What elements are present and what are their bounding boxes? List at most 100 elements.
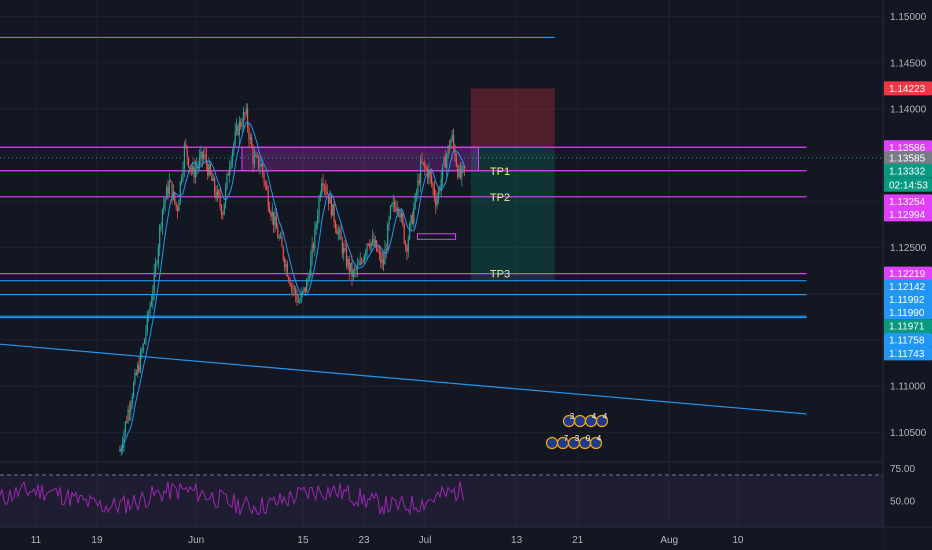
rsi-line [0, 481, 465, 516]
candle-body [167, 186, 169, 195]
candle-body [414, 194, 416, 209]
price-tag: 1.12142 [884, 279, 932, 294]
candle-body [299, 301, 301, 303]
candle-body [212, 178, 214, 181]
candle-body [351, 263, 353, 277]
rsi-pane [0, 461, 932, 528]
candle-body [395, 206, 397, 212]
event-marker[interactable]: 4 [595, 412, 609, 428]
candle-body [183, 144, 186, 169]
candle-body [182, 168, 184, 179]
event-count: 4 [597, 434, 602, 443]
candle-body [279, 237, 282, 239]
consolidation-box [416, 233, 457, 240]
price-tick-label: 1.15000 [890, 12, 927, 23]
candle-body [179, 181, 181, 202]
candle-body [355, 269, 357, 271]
candle-body [157, 247, 159, 263]
candle-body [174, 191, 176, 203]
event-marker[interactable]: 4 [589, 434, 603, 450]
candle-body [384, 249, 386, 265]
candle-body [325, 186, 327, 192]
candle-body [197, 165, 199, 168]
candle-body [415, 192, 418, 195]
drawing-overlays: TP1 TP2 TP3 [0, 36, 883, 415]
price-tag: 1.13586 [884, 140, 932, 155]
candle-body [200, 151, 202, 158]
candle-body [402, 213, 404, 224]
candle-body [178, 201, 180, 212]
candle-body [387, 224, 389, 250]
event-marker[interactable] [573, 414, 587, 428]
price-tag-background [884, 81, 932, 96]
candle-body [274, 216, 276, 226]
candle-body [253, 156, 256, 164]
candle-body [343, 248, 345, 254]
time-tick-label: 13 [511, 535, 523, 546]
event-marker[interactable] [545, 436, 559, 450]
candle-body [148, 313, 150, 315]
candle-body [371, 238, 374, 243]
candle-body [128, 409, 131, 412]
candle-body [310, 257, 312, 277]
candle-body [436, 200, 438, 206]
candle-body [152, 292, 154, 301]
candle-body [139, 352, 142, 372]
candle-body [226, 174, 228, 187]
candle-body [392, 201, 394, 205]
candle-body [145, 331, 147, 340]
candle-body [308, 276, 310, 278]
time-tick-label: 10 [732, 535, 744, 546]
candle-body [433, 187, 435, 198]
time-axis[interactable]: 11 19 Jun 15 23 Jul 13 21 Aug 10 [31, 535, 744, 546]
candle-body [344, 248, 346, 250]
candle-body [429, 170, 431, 176]
candle-body [137, 365, 139, 375]
candle-body [451, 134, 453, 141]
candle-body [164, 198, 166, 205]
price-tag-label: 02:14:53 [889, 180, 928, 191]
candle-body [146, 313, 148, 332]
candle-body [311, 244, 313, 258]
candle-body [214, 178, 216, 193]
event-count: 4 [603, 412, 608, 421]
candle-body [406, 246, 408, 252]
price-tag-background [884, 140, 932, 155]
candle-body [420, 161, 422, 184]
candle-body [138, 365, 140, 372]
candle-body [461, 166, 463, 178]
candle-body [229, 166, 231, 176]
candle-body [389, 205, 392, 219]
candle-body [223, 203, 225, 215]
price-tag-label: 1.13332 [889, 166, 926, 177]
candle-body [208, 164, 210, 176]
candle-body [238, 121, 240, 135]
stop-loss-zone [470, 88, 555, 148]
candle-body [360, 261, 363, 263]
candle-body [391, 204, 393, 206]
candle-body [122, 444, 124, 449]
candle-body [257, 155, 260, 168]
tp-label: TP3 [490, 269, 510, 281]
candle-body [339, 229, 341, 232]
candle-body [282, 246, 284, 259]
price-tag-label: 1.14223 [889, 84, 926, 95]
price-tag: 1.11743 [884, 346, 932, 361]
candle-body [457, 165, 459, 178]
candle-body [437, 189, 440, 201]
candle-body [396, 208, 398, 212]
candle-body [381, 259, 383, 263]
candle-body [418, 180, 420, 184]
candle-body [365, 251, 367, 256]
candle-body [142, 343, 144, 352]
candle-body [160, 225, 162, 227]
moving-average-line [119, 121, 466, 452]
economic-events[interactable]: 3 4 47 3 0 4 [545, 412, 609, 450]
candle-body [300, 293, 302, 302]
candle-body [248, 127, 250, 140]
candle-body [135, 372, 137, 375]
candle-body [149, 305, 151, 314]
time-axis-background [0, 527, 883, 550]
candle-body [190, 168, 192, 171]
